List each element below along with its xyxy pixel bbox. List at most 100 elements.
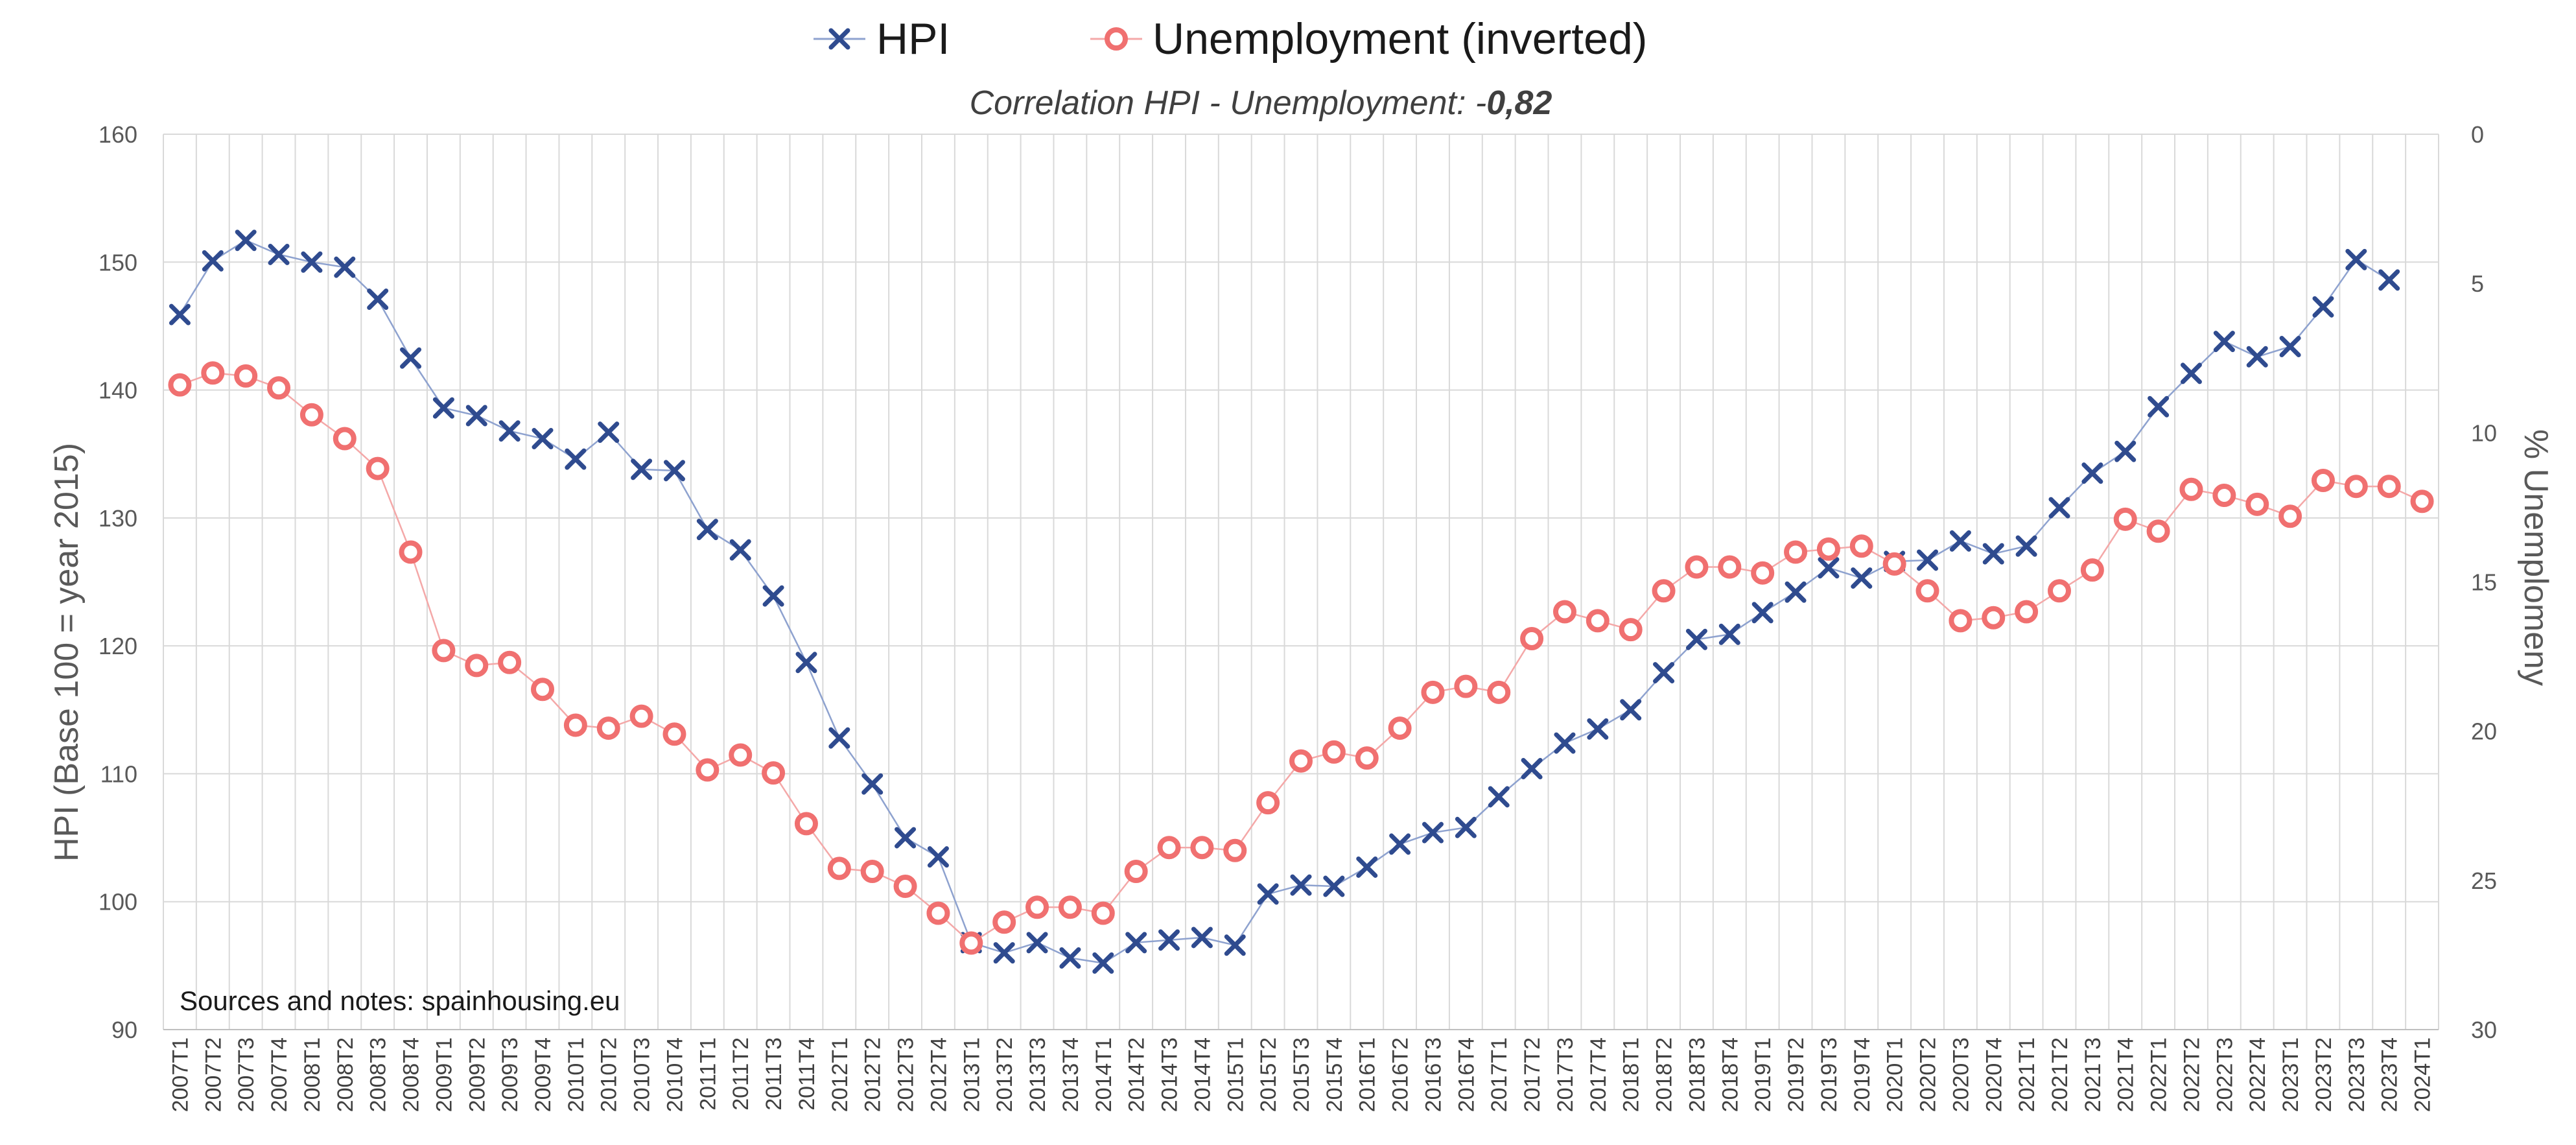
x-tick-label: 2014T4 bbox=[1190, 1037, 1215, 1112]
data-point bbox=[1849, 534, 1873, 558]
x-tick-label: 2014T1 bbox=[1092, 1037, 1116, 1112]
x-tick-label: 2014T2 bbox=[1125, 1037, 1149, 1112]
y-tick-label-right: 20 bbox=[2471, 718, 2497, 745]
x-tick-label: 2015T3 bbox=[1289, 1037, 1314, 1112]
source-note: Sources and notes: spainhousing.eu bbox=[180, 986, 620, 1016]
data-point bbox=[1587, 718, 1609, 740]
data-point bbox=[696, 758, 720, 782]
series-layer bbox=[168, 230, 2434, 974]
legend-marker-unemployment bbox=[1105, 27, 1128, 51]
data-point bbox=[1586, 609, 1610, 633]
y-tick-label-left: 120 bbox=[99, 633, 137, 659]
y-tick-label-left: 100 bbox=[99, 889, 137, 915]
data-point bbox=[268, 243, 290, 265]
data-point bbox=[927, 846, 949, 868]
y-tick-label-left: 110 bbox=[100, 761, 137, 787]
data-point bbox=[1785, 581, 1807, 603]
subtitle-value: 0,82 bbox=[1486, 84, 1552, 122]
y-tick-label-right: 25 bbox=[2471, 868, 2497, 894]
data-point bbox=[2081, 462, 2103, 484]
data-point bbox=[498, 650, 522, 674]
data-point bbox=[1652, 579, 1676, 603]
data-point bbox=[629, 704, 653, 728]
data-point bbox=[201, 361, 225, 385]
data-point bbox=[1851, 567, 1873, 589]
data-point bbox=[2113, 507, 2137, 531]
data-point bbox=[168, 373, 192, 397]
x-tick-label: 2018T1 bbox=[1619, 1037, 1644, 1112]
x-tick-label: 2012T4 bbox=[926, 1037, 951, 1112]
x-tick-label: 2012T3 bbox=[894, 1037, 919, 1112]
data-point bbox=[762, 761, 786, 785]
data-point bbox=[1685, 628, 1707, 650]
x-tick-label: 2023T2 bbox=[2312, 1037, 2336, 1112]
legend-label-hpi: HPI bbox=[876, 14, 950, 64]
data-point bbox=[729, 539, 751, 561]
data-point bbox=[432, 397, 454, 419]
data-point bbox=[2048, 579, 2071, 603]
data-point bbox=[895, 827, 917, 849]
data-point bbox=[959, 931, 983, 955]
data-point bbox=[2279, 335, 2301, 357]
y-tick-label-right: 5 bbox=[2471, 270, 2484, 297]
data-point bbox=[465, 654, 489, 678]
data-point bbox=[1455, 816, 1477, 838]
data-point bbox=[532, 428, 554, 450]
data-point bbox=[1125, 932, 1147, 954]
data-point bbox=[399, 540, 423, 564]
data-point bbox=[1917, 549, 1939, 571]
x-tick-label: 2016T2 bbox=[1388, 1037, 1413, 1112]
data-point bbox=[1092, 952, 1114, 974]
x-tick-label: 2008T2 bbox=[333, 1037, 358, 1112]
x-tick-label: 2013T4 bbox=[1059, 1037, 1083, 1112]
x-tick-label: 2011T2 bbox=[729, 1037, 753, 1111]
x-tick-label: 2010T1 bbox=[564, 1037, 589, 1112]
x-tick-label: 2018T3 bbox=[1685, 1037, 1709, 1112]
data-point bbox=[334, 256, 356, 278]
data-point bbox=[202, 250, 224, 272]
data-point bbox=[1289, 749, 1313, 773]
x-tick-label: 2016T3 bbox=[1421, 1037, 1446, 1112]
data-point bbox=[1784, 540, 1808, 564]
data-point bbox=[2179, 477, 2203, 501]
data-point bbox=[1323, 875, 1345, 897]
data-point bbox=[1454, 674, 1478, 698]
x-tick-label: 2019T2 bbox=[1784, 1037, 1809, 1112]
data-point bbox=[235, 230, 257, 252]
y-tick-label-left: 90 bbox=[111, 1017, 137, 1043]
data-point bbox=[1751, 602, 1774, 624]
x-tick-label: 2013T2 bbox=[992, 1037, 1017, 1112]
data-point bbox=[2048, 497, 2070, 519]
subtitle-prefix: Correlation HPI - Unemployment: - bbox=[970, 84, 1487, 122]
data-point bbox=[1422, 821, 1444, 844]
x-tick-label: 2024T1 bbox=[2411, 1037, 2435, 1112]
data-point bbox=[1059, 947, 1081, 969]
data-point bbox=[1487, 680, 1511, 704]
x-tick-label: 2010T3 bbox=[630, 1037, 655, 1112]
x-tick-label: 2017T1 bbox=[1487, 1037, 1512, 1112]
data-point bbox=[762, 585, 784, 607]
data-point bbox=[2212, 484, 2236, 508]
data-point bbox=[598, 421, 620, 443]
data-point bbox=[2344, 475, 2368, 499]
legend-label-unemployment: Unemployment (inverted) bbox=[1153, 14, 1647, 64]
x-tick-label: 2022T1 bbox=[2147, 1037, 2172, 1112]
data-point bbox=[1290, 874, 1312, 896]
y-tick-label-right: 30 bbox=[2471, 1017, 2497, 1043]
data-point bbox=[1488, 786, 1510, 808]
data-point bbox=[860, 860, 884, 884]
x-tick-label: 2017T2 bbox=[1520, 1037, 1545, 1112]
data-point bbox=[531, 678, 554, 702]
data-point bbox=[1026, 932, 1048, 954]
data-point bbox=[2345, 248, 2367, 270]
x-tick-label: 2011T4 bbox=[795, 1037, 819, 1111]
data-point bbox=[1355, 746, 1379, 770]
data-point bbox=[1124, 860, 1148, 884]
data-point bbox=[267, 376, 291, 400]
data-point bbox=[1025, 895, 1049, 919]
x-tick-label: 2015T4 bbox=[1322, 1037, 1347, 1112]
data-point bbox=[565, 448, 587, 470]
grid bbox=[163, 134, 2439, 1030]
data-point bbox=[1552, 600, 1576, 624]
